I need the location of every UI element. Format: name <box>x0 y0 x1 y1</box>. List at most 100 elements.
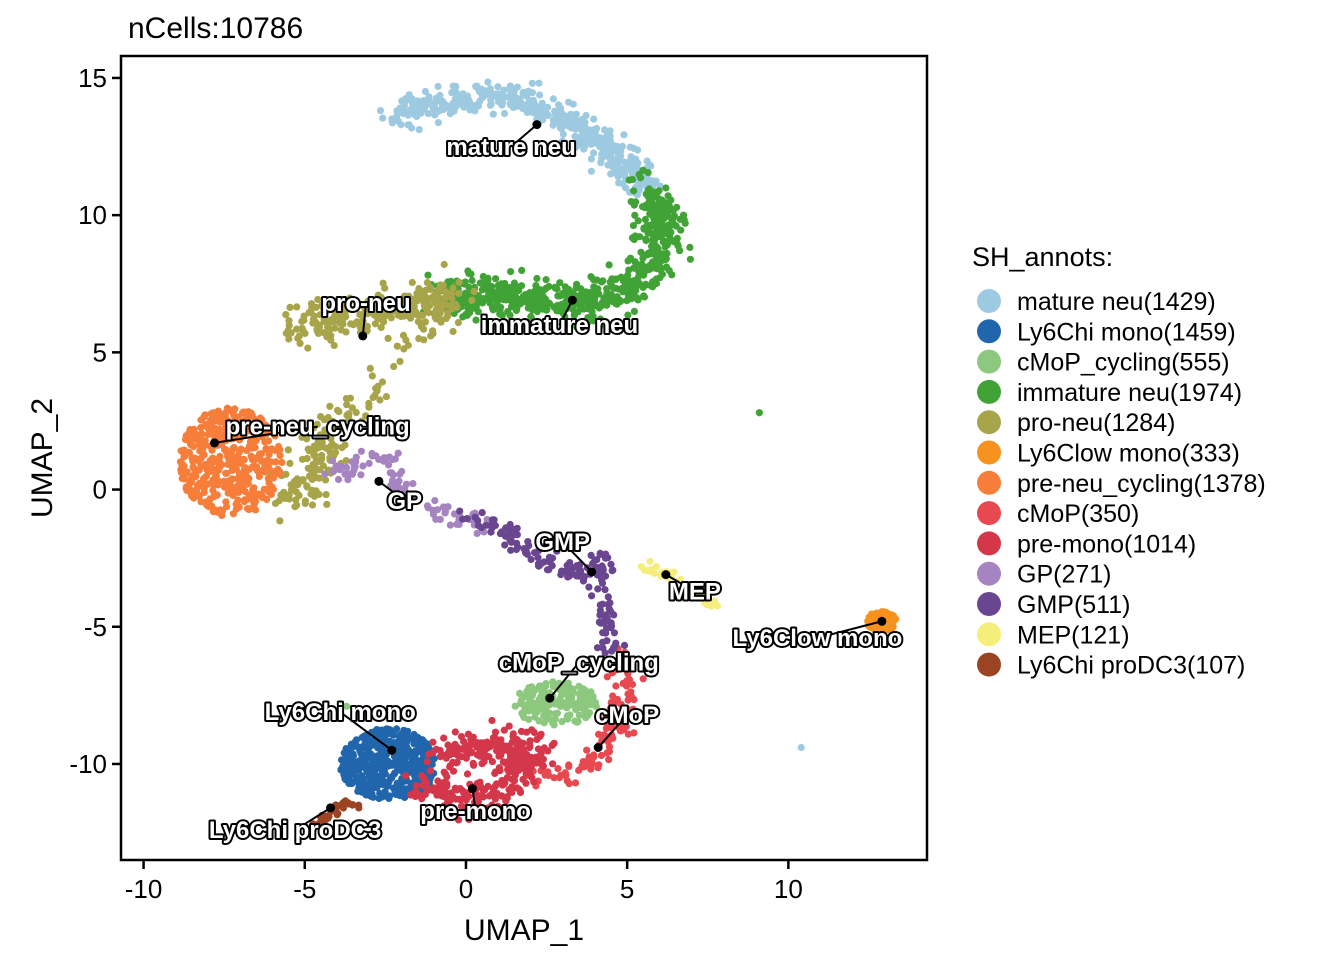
data-point <box>446 762 454 770</box>
y-tick-label: 15 <box>78 63 107 93</box>
data-point <box>618 284 627 292</box>
data-point <box>468 276 476 285</box>
data-point <box>449 327 457 336</box>
data-point <box>359 774 367 783</box>
data-point <box>377 747 385 755</box>
data-point <box>262 422 270 430</box>
cluster-center-dot <box>387 745 397 755</box>
cluster-label: immature neu <box>481 312 638 339</box>
data-point <box>542 276 550 284</box>
legend-key <box>977 501 1001 526</box>
data-point <box>551 107 559 115</box>
data-point <box>483 516 491 524</box>
data-point <box>389 478 397 486</box>
data-point <box>475 87 483 96</box>
data-point <box>470 287 478 295</box>
data-point <box>457 795 465 804</box>
data-point <box>507 285 515 293</box>
data-point <box>480 91 488 99</box>
data-point <box>522 769 530 778</box>
data-point <box>650 193 658 201</box>
data-point <box>506 94 514 102</box>
cluster-points-pre-neu-cycling <box>176 404 286 520</box>
data-point <box>479 793 487 801</box>
data-point <box>686 255 695 263</box>
data-point <box>394 449 402 457</box>
data-point <box>473 743 481 751</box>
data-point <box>276 452 284 460</box>
legend-item-label: Ly6Clow mono(333) <box>1017 440 1240 468</box>
label-leader-line <box>549 662 580 699</box>
data-point <box>530 778 538 786</box>
data-point <box>386 792 394 800</box>
legend-key <box>977 470 1001 495</box>
data-point <box>411 496 419 504</box>
data-point <box>558 718 566 726</box>
data-point <box>333 811 341 819</box>
data-point <box>610 629 619 637</box>
data-point <box>245 474 253 483</box>
data-point <box>494 83 502 91</box>
data-point <box>420 775 429 783</box>
data-point <box>440 734 448 742</box>
cluster-center-dot <box>545 693 555 703</box>
data-point <box>489 110 497 118</box>
data-point <box>340 749 348 757</box>
data-point <box>180 453 188 461</box>
data-point <box>385 453 394 461</box>
data-point <box>467 748 475 756</box>
data-point <box>544 111 552 119</box>
legend-key <box>977 561 1001 586</box>
data-point <box>189 464 197 472</box>
data-point <box>203 466 211 474</box>
data-point <box>199 445 207 453</box>
data-point <box>246 438 255 446</box>
data-point <box>563 114 572 122</box>
data-point <box>466 106 474 114</box>
data-point <box>369 393 377 402</box>
data-point <box>659 230 667 238</box>
data-point <box>506 82 514 90</box>
data-point <box>593 644 602 652</box>
data-point <box>518 760 527 768</box>
plot-frame <box>119 54 929 862</box>
data-point <box>588 592 596 600</box>
data-point <box>603 719 611 727</box>
data-point <box>427 767 435 775</box>
data-point <box>387 314 395 322</box>
data-point <box>268 472 277 480</box>
data-point <box>613 156 621 164</box>
label-leader-line <box>214 425 318 444</box>
data-point <box>316 311 324 319</box>
data-point <box>488 303 496 311</box>
data-point <box>499 780 507 789</box>
data-point <box>286 459 294 467</box>
data-point <box>474 799 482 807</box>
data-point <box>647 566 655 574</box>
x-tick-label: 10 <box>774 874 803 904</box>
data-point <box>410 730 418 739</box>
data-point <box>626 254 635 262</box>
data-point <box>330 341 338 350</box>
data-point <box>488 758 496 766</box>
data-point <box>601 554 610 562</box>
data-point <box>349 801 357 809</box>
data-point <box>357 471 365 479</box>
data-point <box>543 103 552 111</box>
data-point <box>451 728 459 736</box>
data-point <box>483 319 491 327</box>
data-point <box>446 104 454 112</box>
data-point <box>316 466 324 474</box>
data-point <box>641 566 649 574</box>
data-point <box>656 274 664 282</box>
data-point <box>294 334 302 342</box>
data-point <box>575 569 583 577</box>
data-point <box>334 475 343 484</box>
data-point <box>587 551 595 560</box>
data-point <box>661 256 670 264</box>
data-point <box>538 761 546 769</box>
data-point <box>589 312 597 320</box>
data-point <box>373 784 381 792</box>
data-point <box>357 447 365 455</box>
cluster-labels-layer: mature neu Ly6Chi mono cMoP_cycling immatur… <box>207 120 904 846</box>
